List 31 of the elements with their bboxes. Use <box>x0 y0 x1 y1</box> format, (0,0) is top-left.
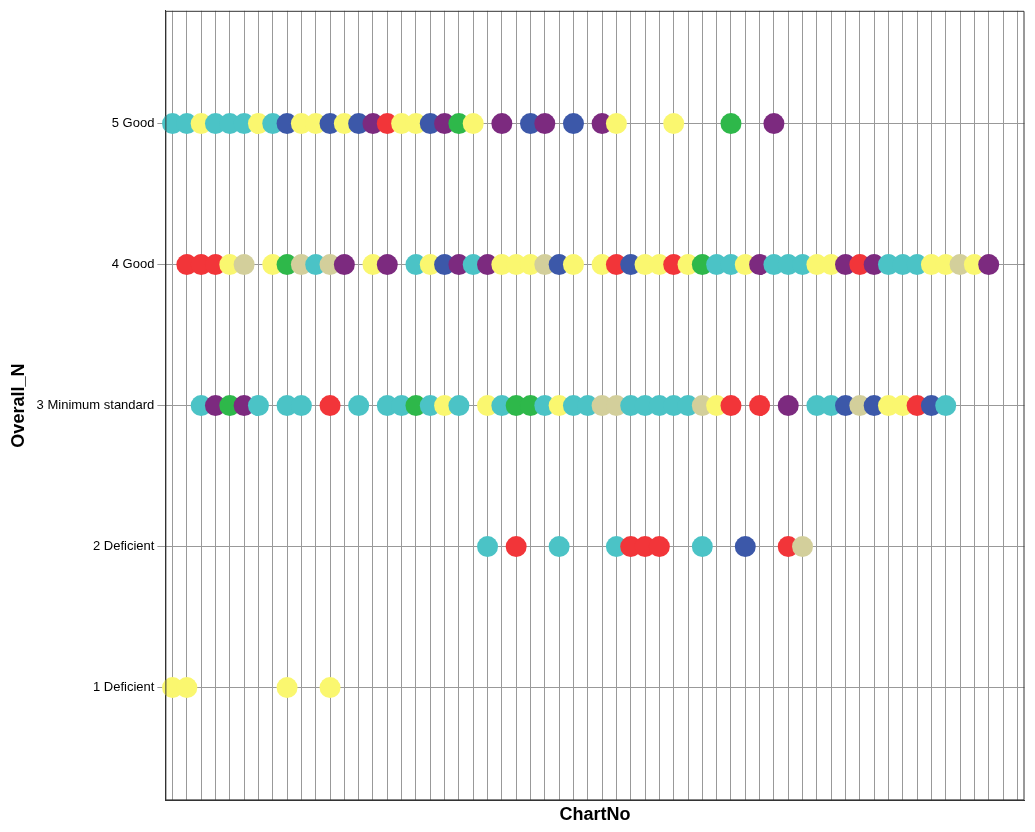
point <box>319 677 341 699</box>
point <box>462 113 484 135</box>
point <box>247 395 269 417</box>
point <box>978 254 1000 276</box>
point <box>777 395 799 417</box>
point <box>348 395 370 417</box>
y-tick-label: 4 Good <box>111 256 155 272</box>
point <box>448 395 470 417</box>
y-tick-label: 2 Deficient <box>92 538 155 554</box>
point <box>491 113 513 135</box>
point <box>792 536 814 558</box>
point <box>333 254 355 276</box>
point <box>534 113 556 135</box>
point <box>720 113 742 135</box>
point <box>663 113 685 135</box>
point <box>935 395 957 417</box>
point <box>734 536 756 558</box>
point <box>376 254 398 276</box>
point <box>562 254 584 276</box>
point <box>763 113 785 135</box>
point <box>233 254 255 276</box>
point <box>176 677 198 699</box>
point <box>562 113 584 135</box>
point <box>505 536 527 558</box>
y-axis-title: Overall_N <box>7 363 28 448</box>
y-tick-label: 3 Minimum standard <box>36 397 155 413</box>
y-tick-label: 5 Good <box>111 115 155 131</box>
point <box>605 113 627 135</box>
y-tick-label: 1 Deficient <box>92 679 155 695</box>
point <box>276 677 298 699</box>
x-axis-title: ChartNo <box>559 804 631 825</box>
